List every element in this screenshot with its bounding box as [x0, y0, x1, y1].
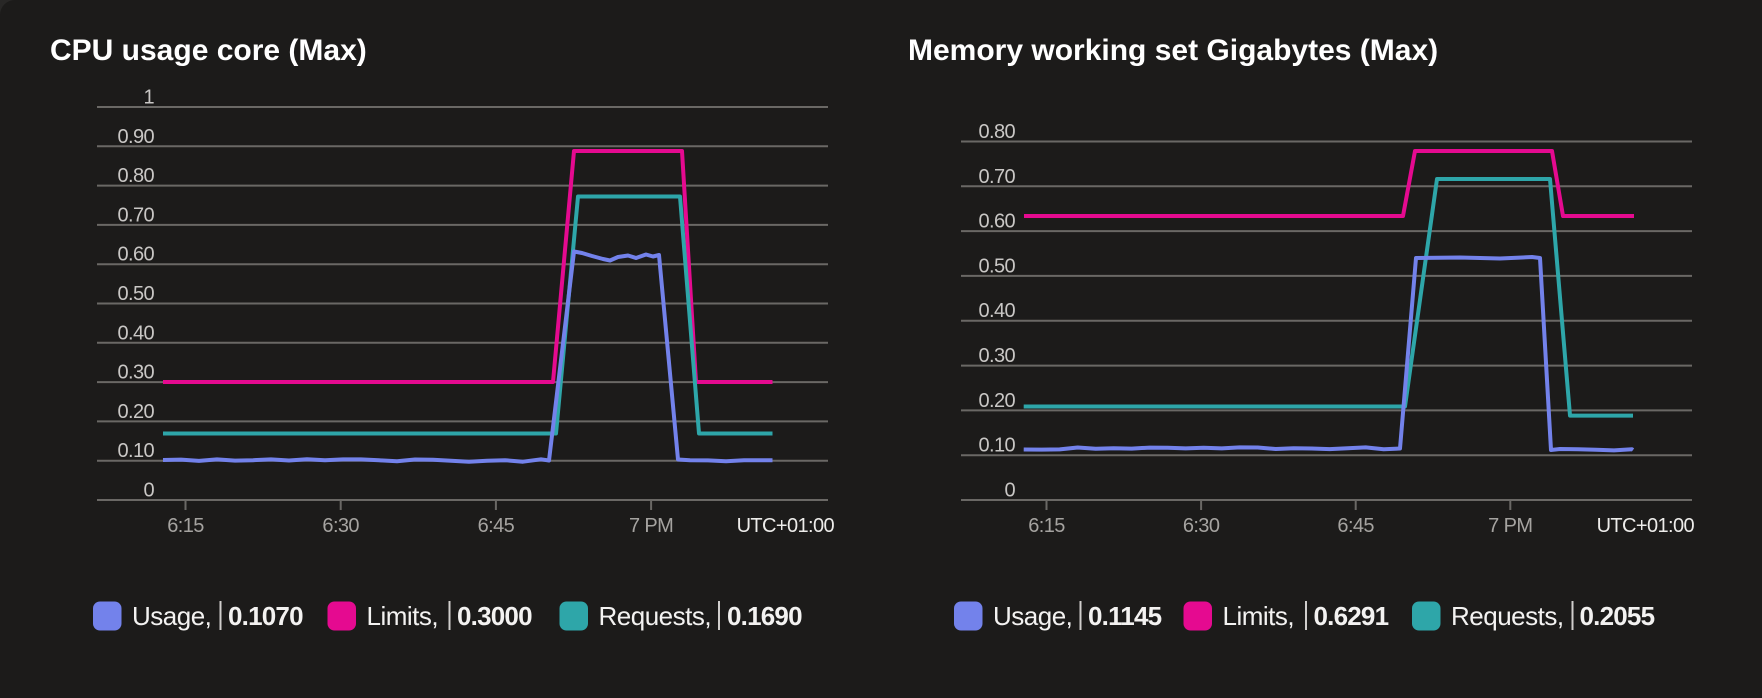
- svg-text:0.90: 0.90: [117, 126, 154, 148]
- svg-text:0.1070: 0.1070: [228, 601, 303, 631]
- svg-text:0.60: 0.60: [117, 244, 154, 266]
- svg-text:0.2055: 0.2055: [1580, 601, 1655, 631]
- svg-text:6:45: 6:45: [478, 515, 515, 537]
- svg-text:Limits,: Limits,: [367, 601, 439, 631]
- svg-text:0.50: 0.50: [978, 255, 1015, 277]
- svg-text:0.20: 0.20: [117, 401, 154, 423]
- svg-text:Requests,: Requests,: [599, 601, 712, 631]
- svg-text:Usage,: Usage,: [132, 601, 211, 631]
- svg-text:Limits,: Limits,: [1223, 601, 1295, 631]
- svg-text:0.10: 0.10: [978, 435, 1015, 457]
- svg-text:0.1690: 0.1690: [727, 601, 802, 631]
- svg-text:0.1145: 0.1145: [1088, 601, 1162, 631]
- svg-text:1: 1: [143, 87, 154, 109]
- svg-text:7 PM: 7 PM: [629, 515, 673, 537]
- svg-text:0.30: 0.30: [978, 345, 1015, 367]
- svg-text:0.20: 0.20: [978, 390, 1015, 412]
- svg-text:CPU usage core (Max): CPU usage core (Max): [50, 34, 367, 67]
- svg-text:0.40: 0.40: [978, 300, 1015, 322]
- svg-text:Usage,: Usage,: [993, 601, 1072, 631]
- svg-text:0.6291: 0.6291: [1314, 601, 1389, 631]
- svg-text:6:30: 6:30: [1183, 515, 1220, 537]
- svg-text:0.50: 0.50: [117, 283, 154, 305]
- svg-text:0.60: 0.60: [978, 211, 1015, 233]
- svg-text:Memory working set Gigabytes (: Memory working set Gigabytes (Max): [908, 34, 1438, 67]
- svg-text:6:15: 6:15: [1028, 515, 1065, 537]
- svg-text:0.30: 0.30: [117, 362, 154, 384]
- svg-text:6:30: 6:30: [322, 515, 359, 537]
- svg-text:0.40: 0.40: [117, 322, 154, 344]
- svg-text:6:15: 6:15: [167, 515, 204, 537]
- svg-text:0.70: 0.70: [117, 204, 154, 226]
- svg-text:Requests,: Requests,: [1451, 601, 1564, 631]
- svg-text:0: 0: [143, 480, 154, 502]
- svg-text:0.80: 0.80: [978, 121, 1015, 143]
- svg-text:UTC+01:00: UTC+01:00: [737, 515, 835, 537]
- svg-text:0.80: 0.80: [117, 165, 154, 187]
- svg-text:6:45: 6:45: [1337, 515, 1374, 537]
- svg-text:UTC+01:00: UTC+01:00: [1597, 515, 1695, 537]
- svg-text:7 PM: 7 PM: [1488, 515, 1532, 537]
- svg-text:0.70: 0.70: [978, 166, 1015, 188]
- svg-text:0.3000: 0.3000: [457, 601, 532, 631]
- svg-text:0: 0: [1004, 480, 1015, 502]
- svg-text:0.10: 0.10: [117, 440, 154, 462]
